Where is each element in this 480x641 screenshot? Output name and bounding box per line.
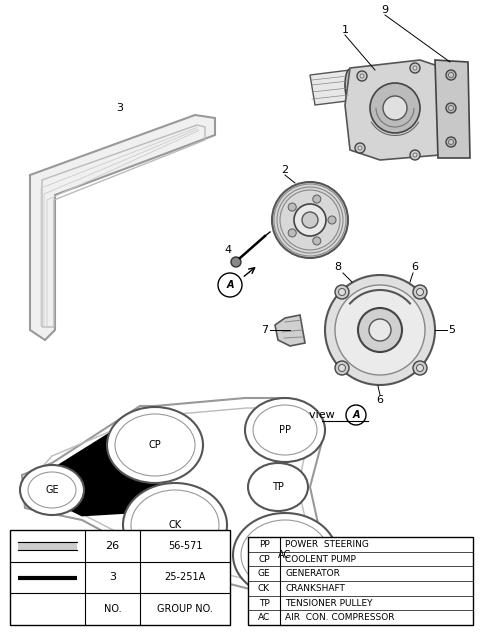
Ellipse shape <box>248 463 308 511</box>
Circle shape <box>413 361 427 375</box>
Circle shape <box>335 285 425 375</box>
Text: PP: PP <box>259 540 269 549</box>
Text: PP: PP <box>279 425 291 435</box>
Polygon shape <box>10 530 230 625</box>
Circle shape <box>294 204 326 236</box>
Text: 26: 26 <box>106 541 120 551</box>
Text: 2: 2 <box>281 165 288 175</box>
Circle shape <box>218 273 242 297</box>
Text: AC: AC <box>278 550 292 560</box>
Circle shape <box>357 71 367 81</box>
Text: 8: 8 <box>335 262 342 272</box>
Ellipse shape <box>233 513 337 597</box>
Circle shape <box>338 288 346 296</box>
Text: GROUP NO.: GROUP NO. <box>157 604 213 614</box>
Circle shape <box>338 365 346 372</box>
Circle shape <box>288 203 296 211</box>
Text: GENERATOR: GENERATOR <box>285 569 340 578</box>
Circle shape <box>313 237 321 245</box>
Polygon shape <box>30 115 215 340</box>
Text: POWER  STEERING: POWER STEERING <box>285 540 369 549</box>
Text: GE: GE <box>258 569 270 578</box>
Circle shape <box>446 137 456 147</box>
Circle shape <box>370 83 420 133</box>
Text: 56-571: 56-571 <box>168 541 202 551</box>
Text: 25-251A: 25-251A <box>164 572 205 583</box>
Circle shape <box>358 308 402 352</box>
Text: TENSIONER PULLEY: TENSIONER PULLEY <box>285 599 372 608</box>
Polygon shape <box>345 60 455 160</box>
Text: CK: CK <box>168 520 181 530</box>
Circle shape <box>335 285 349 299</box>
Polygon shape <box>248 537 473 625</box>
Text: CP: CP <box>258 554 270 563</box>
Text: 3: 3 <box>109 572 116 583</box>
Text: view: view <box>309 410 338 420</box>
Text: COOLENT PUMP: COOLENT PUMP <box>285 554 356 563</box>
Circle shape <box>446 103 456 113</box>
Ellipse shape <box>345 69 355 101</box>
Circle shape <box>358 146 362 150</box>
Circle shape <box>410 150 420 160</box>
Circle shape <box>448 72 454 78</box>
Circle shape <box>346 405 366 425</box>
Text: CP: CP <box>149 440 161 450</box>
Text: AIR  CON. COMPRESSOR: AIR CON. COMPRESSOR <box>285 613 395 622</box>
Circle shape <box>231 257 241 267</box>
Circle shape <box>288 229 296 237</box>
Circle shape <box>328 216 336 224</box>
Text: 1: 1 <box>341 25 348 35</box>
Circle shape <box>446 70 456 80</box>
Circle shape <box>413 285 427 299</box>
Circle shape <box>410 63 420 73</box>
Circle shape <box>448 106 454 110</box>
Circle shape <box>302 212 318 228</box>
Circle shape <box>417 288 423 296</box>
Circle shape <box>369 319 391 341</box>
Circle shape <box>413 153 417 157</box>
Circle shape <box>383 96 407 120</box>
Text: AC: AC <box>258 613 270 622</box>
Ellipse shape <box>107 407 203 483</box>
Text: CK: CK <box>258 584 270 593</box>
Text: NO.: NO. <box>104 604 121 614</box>
Text: A: A <box>226 280 234 290</box>
Ellipse shape <box>20 465 84 515</box>
Circle shape <box>272 182 348 258</box>
Text: 4: 4 <box>225 245 231 255</box>
Text: GE: GE <box>45 485 59 495</box>
Text: CRANKSHAFT: CRANKSHAFT <box>285 584 345 593</box>
Ellipse shape <box>123 483 227 567</box>
Text: 7: 7 <box>262 325 269 335</box>
Circle shape <box>335 361 349 375</box>
Ellipse shape <box>245 398 325 462</box>
Text: 6: 6 <box>376 395 384 405</box>
Polygon shape <box>275 315 305 346</box>
Circle shape <box>313 195 321 203</box>
Text: TP: TP <box>272 482 284 492</box>
Circle shape <box>355 143 365 153</box>
Circle shape <box>417 365 423 372</box>
Polygon shape <box>52 415 165 515</box>
Circle shape <box>360 74 364 78</box>
Text: TP: TP <box>259 599 269 608</box>
Circle shape <box>413 66 417 70</box>
Text: 9: 9 <box>382 5 389 15</box>
Circle shape <box>448 140 454 144</box>
Text: 3: 3 <box>117 103 123 113</box>
Polygon shape <box>435 60 470 158</box>
Text: A: A <box>352 410 360 420</box>
Text: 5: 5 <box>448 325 456 335</box>
Circle shape <box>325 275 435 385</box>
Polygon shape <box>310 70 355 105</box>
Text: 6: 6 <box>411 262 419 272</box>
